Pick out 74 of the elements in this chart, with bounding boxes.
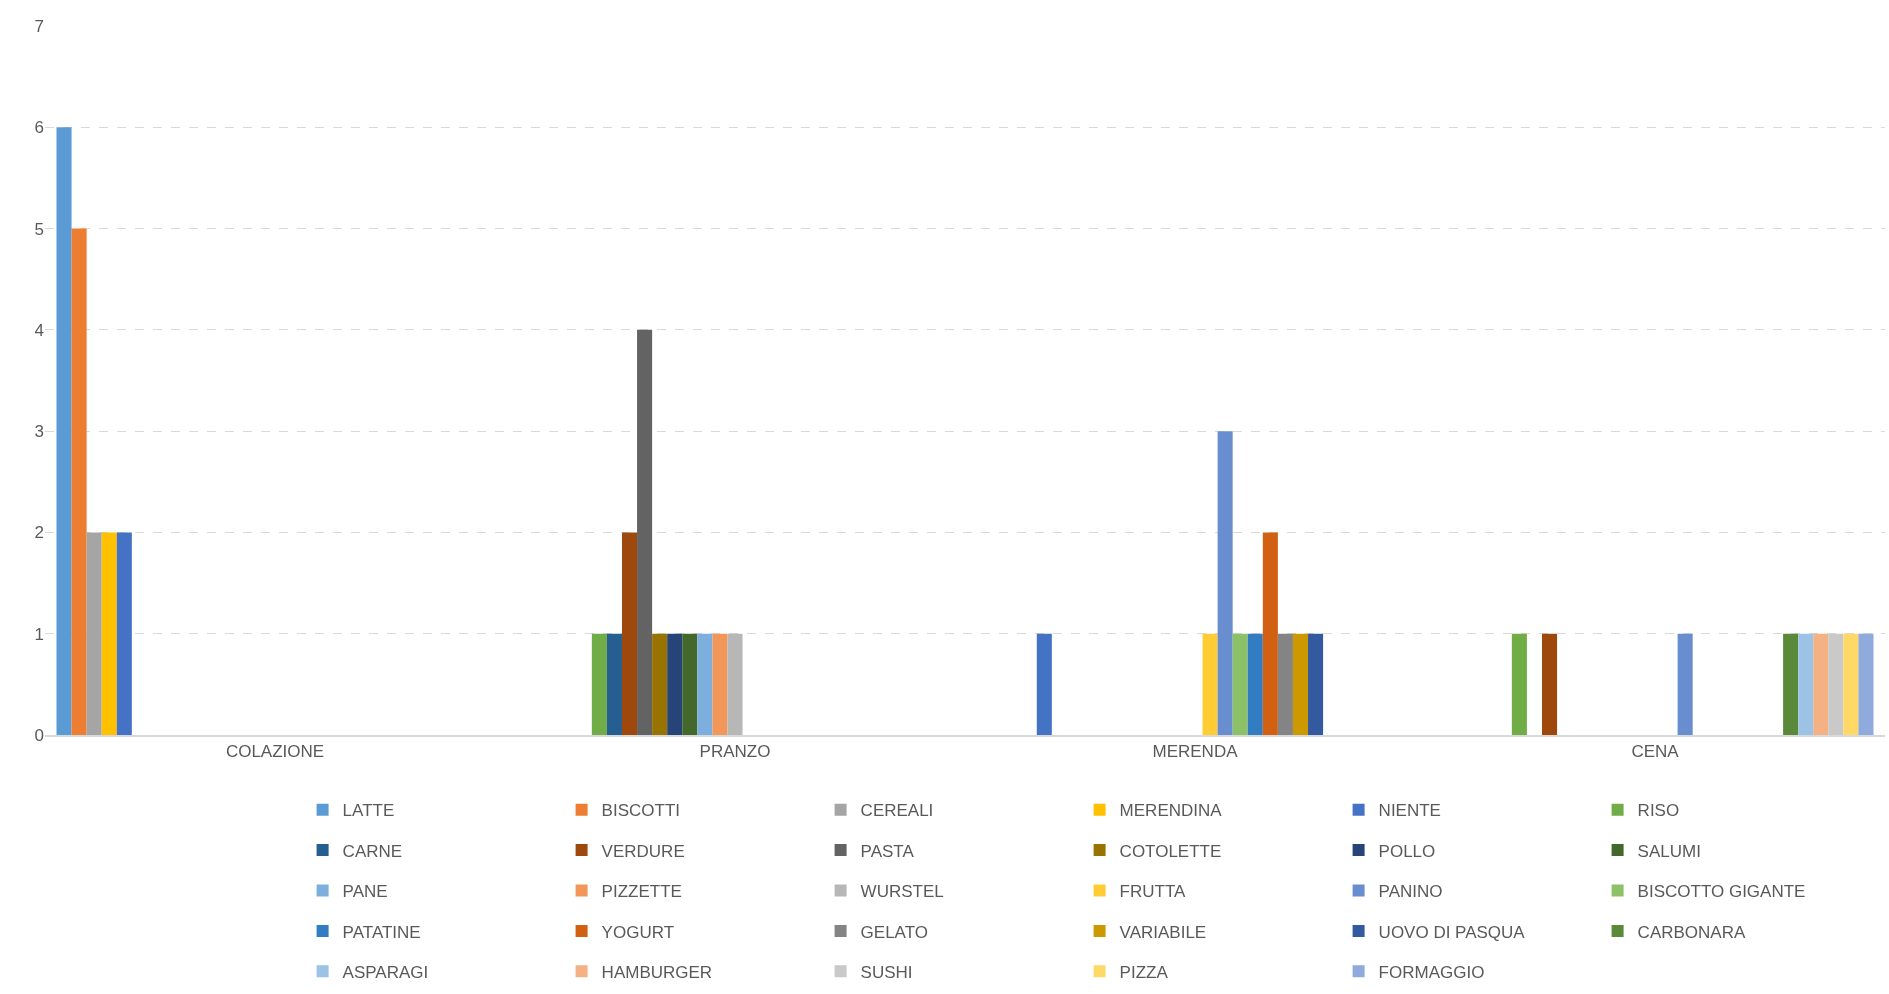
legend-label: CARNE (342, 841, 403, 861)
bar (1813, 633, 1829, 735)
legend-label: UOVO DI PASQUA (1378, 922, 1526, 942)
bar (667, 633, 683, 735)
legend-label: PIZZETTE (601, 882, 682, 902)
bar (86, 532, 102, 735)
legend-label: NIENTE (1378, 801, 1441, 821)
bar (1262, 532, 1278, 735)
legend-label: SUSHI (860, 962, 913, 982)
bar (652, 633, 668, 735)
bar (1292, 633, 1309, 735)
y-tick-label: 6 (34, 118, 44, 138)
x-tick-label: CENA (1631, 742, 1680, 762)
x-tick-label: MERENDA (1152, 742, 1239, 762)
bar (101, 532, 117, 735)
bar (1511, 633, 1527, 735)
y-tick-label: 0 (34, 725, 44, 745)
legend-label: MERENDINA (1119, 801, 1223, 821)
bar (697, 633, 713, 735)
legend-label: HAMBURGER (601, 962, 713, 982)
bar (682, 633, 698, 735)
bar (71, 228, 87, 735)
legend-label: CEREALI (860, 801, 934, 821)
legend-label: CARBONARA (1637, 922, 1746, 942)
bar (116, 532, 132, 735)
bar (1277, 633, 1293, 735)
x-tick-label: PRANZO (699, 742, 771, 762)
bar (1783, 633, 1799, 735)
y-tick-label: 7 (34, 16, 44, 36)
bar (637, 329, 653, 735)
legend-label: RISO (1637, 801, 1680, 821)
bar (1858, 633, 1874, 735)
legend-label: PASTA (860, 841, 915, 861)
bar (1828, 633, 1844, 735)
bar (727, 633, 743, 735)
bar (1232, 633, 1248, 735)
legend-label: PANE (342, 882, 388, 902)
bar (1036, 633, 1052, 735)
bar (1798, 633, 1814, 735)
y-tick-label: 5 (34, 219, 44, 239)
x-tick-label: COLAZIONE (225, 742, 325, 762)
bar (56, 127, 72, 735)
bar (591, 633, 607, 735)
legend-label: POLLO (1378, 841, 1436, 861)
bar (712, 633, 728, 735)
bar (1541, 633, 1558, 735)
legend-label: BISCOTTO GIGANTE (1637, 882, 1806, 902)
legend-label: GELATO (860, 922, 929, 942)
y-tick-label: 1 (34, 624, 44, 644)
legend-label: YOGURT (601, 922, 675, 942)
legend-label: COTOLETTE (1119, 841, 1222, 861)
bar (1843, 633, 1859, 735)
legend-label: PIZZA (1119, 962, 1169, 982)
bar (1247, 633, 1263, 735)
legend-label: PANINO (1378, 882, 1443, 902)
bar (1217, 431, 1233, 735)
bar (621, 532, 638, 735)
bar (1677, 633, 1693, 735)
legend-label: VARIABILE (1119, 922, 1207, 942)
legend-label: SALUMI (1637, 841, 1701, 861)
legend-label: WURSTEL (860, 882, 944, 902)
bar (606, 633, 622, 735)
bar (1202, 633, 1218, 735)
y-tick-label: 2 (34, 523, 44, 543)
legend-label: ASPARAGI (342, 962, 429, 982)
legend-label: VERDURE (601, 841, 685, 861)
legend-label: PATATINE (342, 922, 421, 942)
legend-label: LATTE (342, 801, 395, 821)
y-tick-label: 4 (34, 320, 44, 340)
bar (1308, 633, 1324, 735)
legend-label: FRUTTA (1119, 882, 1187, 902)
legend-label: FORMAGGIO (1378, 962, 1485, 982)
legend-label: BISCOTTI (601, 801, 681, 821)
y-tick-label: 3 (34, 422, 44, 442)
